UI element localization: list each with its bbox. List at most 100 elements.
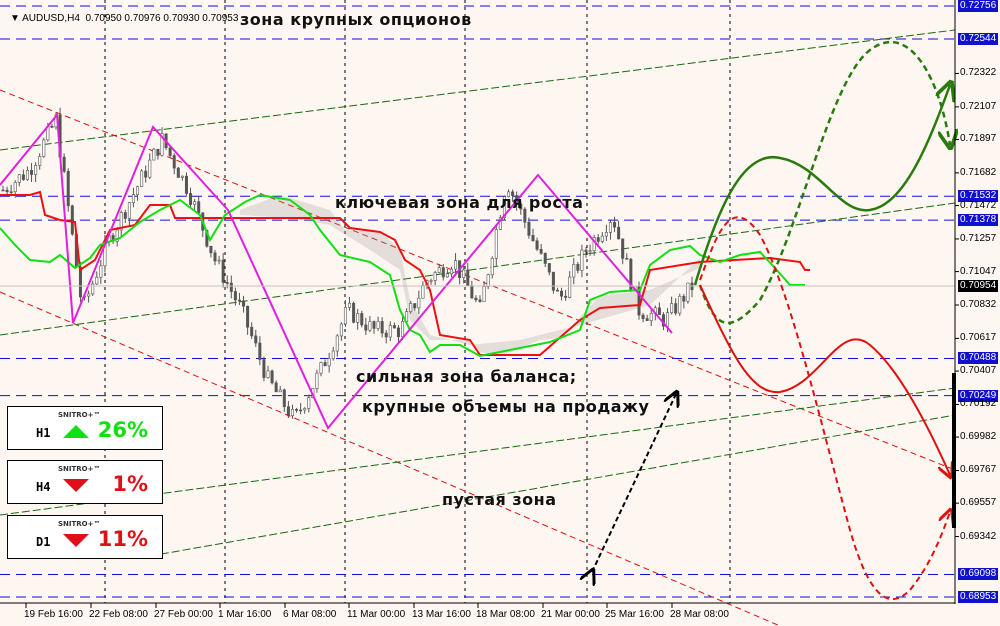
- range-arrow: [592, 394, 676, 572]
- axis-ticks: [25, 72, 959, 608]
- candle-body: [490, 257, 494, 276]
- candle-body: [30, 170, 34, 175]
- candle-body: [470, 285, 474, 299]
- red-channel-line: [0, 291, 781, 626]
- candle-body: [449, 268, 453, 275]
- current-price-label: 0.70954: [958, 280, 999, 293]
- candle-body: [396, 327, 400, 337]
- candle-body: [78, 266, 82, 298]
- candle-body: [290, 409, 294, 417]
- candle-body: [547, 263, 551, 273]
- dropdown-icon[interactable]: ▼: [10, 13, 20, 24]
- candle-body: [498, 217, 502, 230]
- timeframe-label: H4: [36, 480, 51, 494]
- candle-body: [156, 148, 160, 156]
- candle-body: [596, 237, 600, 242]
- candle-body: [176, 167, 180, 178]
- level-price-label: 0.69098: [958, 568, 999, 581]
- candle-body: [266, 370, 270, 378]
- ohlc-values: 0.70950 0.70976 0.70930 0.70953: [85, 13, 239, 24]
- candle-body: [189, 193, 193, 205]
- candle-body: [560, 290, 564, 297]
- y-tick-label: 0.71472: [960, 199, 997, 211]
- candle-body: [670, 303, 674, 313]
- candle-body: [335, 335, 339, 352]
- x-tick-label: 1 Mar 16:00: [218, 609, 272, 620]
- candle-body: [466, 269, 470, 286]
- candle-body: [686, 282, 690, 302]
- candle-body: [486, 274, 490, 287]
- candle-body: [323, 362, 327, 367]
- x-tick-label: 18 Mar 08:00: [476, 609, 535, 620]
- candle-body: [454, 260, 458, 270]
- candle-body: [666, 312, 670, 327]
- candle-body: [588, 250, 592, 253]
- candle-body: [217, 259, 221, 262]
- candle-body: [674, 303, 678, 314]
- candle-body: [621, 238, 625, 259]
- candle-body: [564, 295, 568, 298]
- candle-body: [441, 267, 445, 278]
- candle-body: [380, 321, 384, 334]
- candle-body: [433, 272, 437, 281]
- forecast-green-dashed: [698, 41, 950, 325]
- candle-body: [131, 194, 135, 203]
- candle-body: [625, 258, 629, 260]
- candle-body: [229, 282, 233, 292]
- candle-body: [38, 156, 42, 166]
- options-zone-label: зона крупных опционов: [240, 10, 472, 29]
- candle-body: [519, 203, 523, 210]
- green-channel-line: [0, 29, 956, 151]
- forecast-red-solid: [699, 284, 950, 475]
- green-channel-line: [149, 414, 956, 557]
- candle-body: [250, 326, 254, 337]
- candle-body: [417, 297, 421, 309]
- candle-body: [140, 170, 144, 188]
- candle-body: [360, 313, 364, 326]
- candle-body: [348, 302, 352, 308]
- timeframe-label: H1: [36, 426, 51, 440]
- candle-body: [274, 382, 278, 393]
- candle-body: [682, 295, 686, 302]
- candle-body: [233, 291, 237, 301]
- candle-body: [331, 350, 335, 359]
- candle-body: [511, 191, 515, 196]
- candle-body: [91, 283, 95, 295]
- x-tick-label: 13 Mar 16:00: [412, 609, 471, 620]
- indicator-panel-h4: SNITRO+™ H4 1%: [7, 460, 163, 504]
- y-tick-label: 0.71047: [960, 265, 997, 277]
- candle-body: [225, 282, 229, 284]
- candle-body: [262, 359, 266, 378]
- candle-body: [600, 235, 604, 242]
- candle-body: [9, 191, 13, 193]
- level-price-label: 0.70488: [958, 352, 999, 365]
- candle-body: [543, 252, 547, 264]
- y-tick-label: 0.70407: [960, 365, 997, 377]
- candle-body: [445, 273, 449, 278]
- arrow-down-icon: [63, 479, 89, 492]
- candle-body: [115, 229, 119, 242]
- candle-body: [604, 232, 608, 237]
- candle-body: [50, 126, 54, 128]
- candle-body: [87, 293, 91, 297]
- y-tick-label: 0.72107: [960, 100, 997, 112]
- candle-body: [413, 303, 417, 309]
- y-tick-label: 0.69557: [960, 497, 997, 509]
- candle-body: [507, 191, 511, 197]
- x-tick-label: 11 Mar 00:00: [347, 609, 406, 620]
- level-price-label: 0.70249: [958, 389, 999, 402]
- level-price-label: 0.71532: [958, 190, 999, 203]
- candle-body: [319, 362, 323, 374]
- candle-body: [645, 318, 649, 321]
- candle-body: [409, 303, 413, 312]
- candle-body: [168, 147, 172, 156]
- timeframe-label: D1: [36, 535, 51, 549]
- candle-body: [678, 295, 682, 314]
- brand-label: SNITRO+™: [58, 520, 101, 528]
- x-tick-label: 6 Mar 08:00: [283, 609, 337, 620]
- x-tick-label: 21 Mar 00:00: [541, 609, 600, 620]
- candle-body: [535, 240, 539, 250]
- candle-body: [282, 389, 286, 407]
- candle-body: [339, 323, 343, 337]
